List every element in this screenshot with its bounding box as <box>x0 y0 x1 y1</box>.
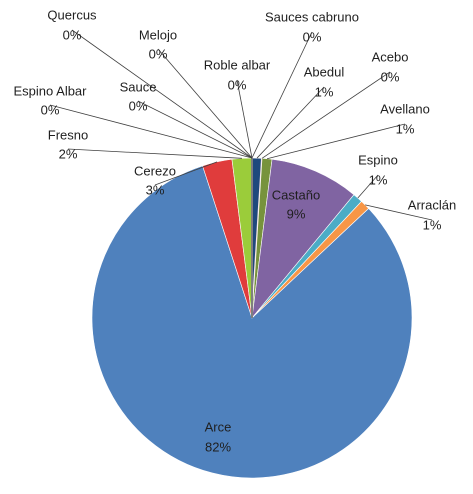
slice-label: Fresno <box>48 127 88 142</box>
slice-value-label: 1% <box>423 217 442 232</box>
slice-label: Quercus <box>47 7 97 22</box>
leader-line <box>251 31 313 159</box>
leader-line <box>256 86 325 159</box>
pie-slice <box>91 165 413 479</box>
slice-value-label: 0% <box>303 29 322 44</box>
leader-line <box>49 104 253 159</box>
slice-value-label: 0% <box>63 27 82 42</box>
slice-label: Sauce <box>120 79 157 94</box>
slice-label: Abedul <box>304 64 345 79</box>
slice-value-label: 1% <box>369 172 388 187</box>
slice-value-label: 1% <box>315 84 334 99</box>
leader-line <box>137 100 253 159</box>
slice-value-label: 3% <box>146 182 165 197</box>
leader-line <box>71 29 253 159</box>
slice-label: Melojo <box>139 27 177 42</box>
leader-line <box>365 204 433 221</box>
slice-value-label: 2% <box>59 146 78 161</box>
slice-value-label: 0% <box>381 69 400 84</box>
slice-label: Espino <box>358 152 398 167</box>
leader-line <box>261 71 391 159</box>
slice-label: Sauces cabruno <box>265 9 359 24</box>
pie-slice <box>251 158 355 319</box>
slice-value-label: 0% <box>149 46 168 61</box>
slice-label: Avellano <box>380 101 430 116</box>
slice-value-label: 9% <box>287 206 306 221</box>
slice-label: Roble albar <box>204 57 271 72</box>
slice-value-label: 1% <box>396 121 415 136</box>
leader-line <box>157 48 253 159</box>
slice-value-label: 0% <box>228 77 247 92</box>
slice-label: Arraclán <box>408 197 456 212</box>
slice-label: Espino Albar <box>14 83 88 98</box>
slice-label: Cerezo <box>134 163 176 178</box>
leader-line <box>154 161 218 186</box>
leader-line <box>357 174 379 199</box>
slice-label: Castaño <box>272 187 320 202</box>
leader-line <box>236 79 253 159</box>
slice-value-label: 82% <box>205 439 231 454</box>
slice-value-label: 0% <box>129 98 148 113</box>
leader-line <box>266 123 406 160</box>
slice-value-label: 0% <box>41 102 60 117</box>
slice-label: Arce <box>205 419 232 434</box>
leader-line <box>67 148 242 159</box>
slice-label: Acebo <box>372 49 409 64</box>
